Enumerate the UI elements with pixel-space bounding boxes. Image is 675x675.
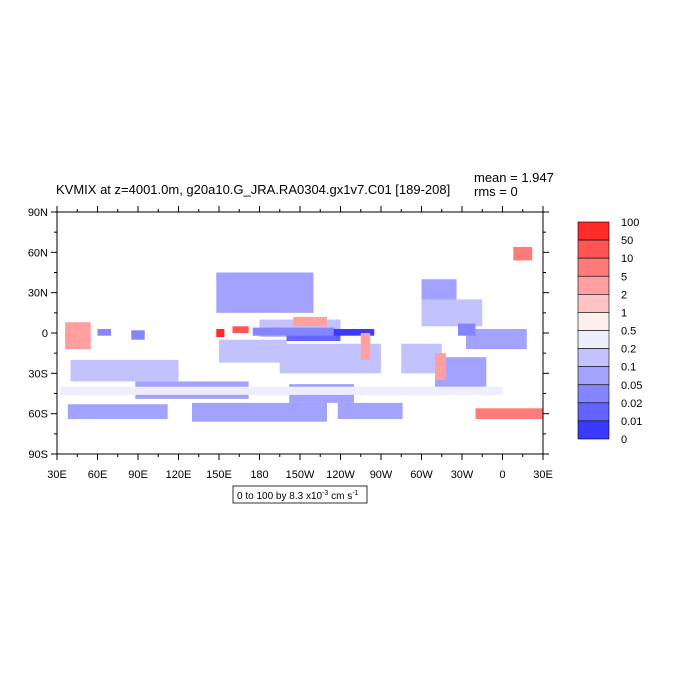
- axis-ticks: 30E 60E 90E 120E 150E 180 150W 120W 90W 60W 30W 0 30…: [28, 206, 553, 481]
- field-region: [59, 386, 503, 395]
- x-tick-label: 60W: [410, 469, 433, 481]
- colorbar-label: 0.2: [621, 344, 636, 356]
- colorbar-label: 0.05: [621, 380, 642, 392]
- x-tick-label: 90E: [128, 469, 148, 481]
- x-tick-label: 60E: [88, 469, 108, 481]
- field-region: [293, 316, 327, 327]
- colorbar-swatch: [577, 402, 610, 422]
- field-region: [457, 323, 476, 336]
- colorbar-label: 0.5: [621, 326, 636, 338]
- colorbar-swatch: [577, 366, 610, 386]
- colorbar-swatch: [577, 294, 610, 313]
- field-region: [337, 402, 403, 420]
- colorbar-swatch: [577, 257, 610, 277]
- y-tick-label: 60N: [28, 247, 48, 259]
- x-tick-label: 30E: [533, 469, 553, 481]
- field-region: [466, 328, 527, 350]
- field-region: [421, 299, 483, 327]
- contour-info-frame: [232, 485, 368, 504]
- x-tick-label: 120W: [326, 469, 355, 481]
- colorbar-label: 10: [621, 253, 633, 265]
- field-region: [216, 272, 314, 313]
- colorbar-swatch: [577, 275, 610, 295]
- field-region: [513, 246, 533, 261]
- field-region: [65, 322, 91, 350]
- plot-title: KVMIX at z=4001.0m, g20a10.G_JRA.RA0304.…: [56, 182, 450, 197]
- colorbar-swatch: [577, 312, 610, 331]
- field-region: [67, 404, 168, 420]
- colorbar-swatch: [577, 221, 610, 241]
- y-tick-label: 90S: [28, 449, 48, 461]
- y-tick-label: 60S: [28, 409, 48, 421]
- field-region: [327, 328, 375, 336]
- field-region: [232, 326, 249, 333]
- x-tick-label: 180: [250, 469, 268, 481]
- field-region: [97, 328, 111, 336]
- x-tick-label: 120E: [166, 469, 192, 481]
- colorbar: 100 50 10 5 2 1 0.5 0.2 0.1 0.05 0.02 0.01 0: [577, 217, 642, 446]
- colorbar-label: 50: [621, 235, 633, 247]
- map-plot-area: 30E 60E 90E 120E 150E 180 150W 120W 90W 60W 30W 0 30…: [28, 206, 553, 481]
- colorbar-swatch: [577, 239, 610, 259]
- y-tick-label: 30N: [28, 288, 48, 300]
- contour-info-prefix: 0 to 100 by 8.3 x10: [237, 491, 323, 502]
- field-region: [435, 353, 446, 381]
- kvmix-field: [59, 246, 543, 422]
- field-region: [219, 339, 287, 363]
- y-tick-label: 0: [42, 328, 48, 340]
- y-tick-label: 90N: [28, 207, 48, 219]
- rms-value: rms = 0: [474, 184, 518, 199]
- x-tick-label: 30W: [451, 469, 474, 481]
- colorbar-label: 0: [621, 434, 627, 446]
- x-tick-label: 0: [499, 469, 505, 481]
- x-tick-label: 150W: [286, 469, 315, 481]
- field-region: [475, 408, 543, 420]
- colorbar-swatch: [577, 420, 610, 440]
- colorbar-label: 5: [621, 271, 627, 283]
- colorbar-label: 0.02: [621, 398, 642, 410]
- contour-info-box: 0 to 100 by 8.3 x10-3 cm s-1: [232, 485, 368, 504]
- field-region: [360, 333, 371, 360]
- colorbar-label: 0.01: [621, 416, 642, 428]
- field-region: [192, 402, 327, 422]
- y-tick-label: 30S: [28, 368, 48, 380]
- colorbar-swatch: [577, 348, 610, 367]
- field-region: [70, 359, 179, 382]
- x-tick-label: 90W: [370, 469, 393, 481]
- colorbar-label: 100: [621, 217, 639, 229]
- colorbar-label: 0.1: [621, 362, 636, 374]
- x-tick-label: 150E: [206, 469, 232, 481]
- colorbar-swatch: [577, 330, 610, 349]
- x-tick-label: 30E: [47, 469, 67, 481]
- mean-value: mean = 1.947: [474, 170, 554, 185]
- field-region: [216, 328, 225, 338]
- field-region: [252, 327, 334, 336]
- contour-info-units: cm s: [328, 491, 352, 502]
- colorbar-label: 1: [621, 307, 627, 319]
- colorbar-swatch: [577, 384, 610, 404]
- colorbar-label: 2: [621, 289, 627, 301]
- field-region: [421, 279, 457, 301]
- contour-info-exponent: -3: [322, 490, 328, 497]
- contour-info-units-exponent: -1: [352, 490, 358, 497]
- field-region: [131, 330, 145, 340]
- contour-info-text: 0 to 100 by 8.3 x10-3 cm s-1: [237, 490, 359, 502]
